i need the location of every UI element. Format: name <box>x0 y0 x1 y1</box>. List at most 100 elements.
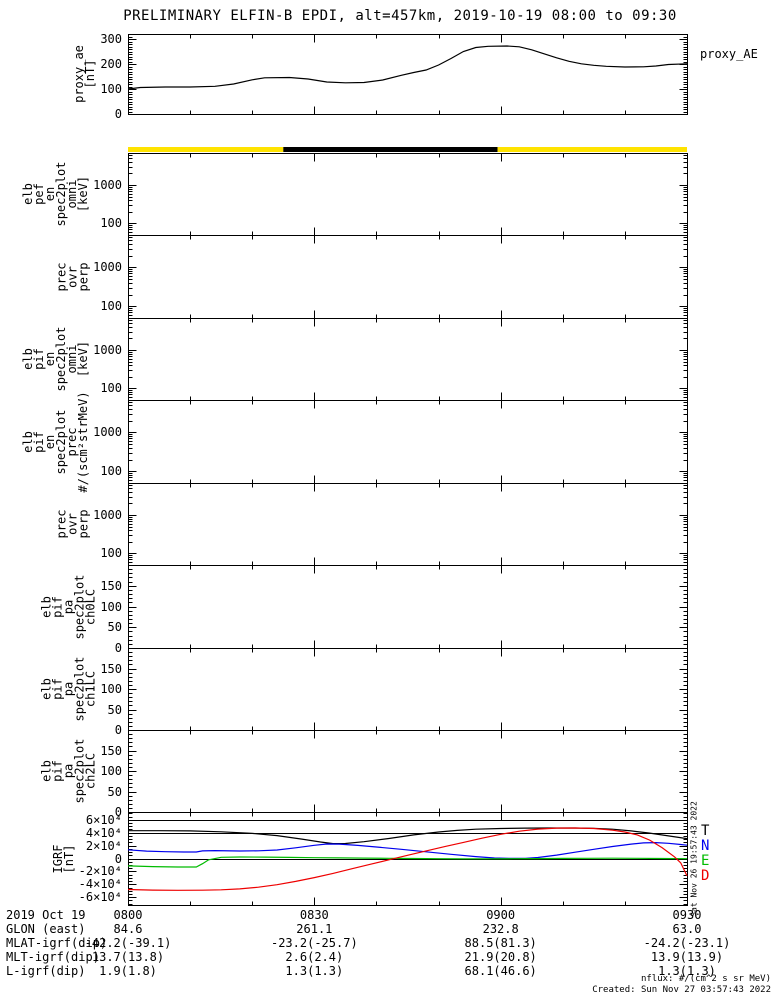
y-axis-label-text: elb pif en spec2plot prec #/(scm²strMeV) <box>21 390 91 493</box>
status-bar-segment <box>128 147 284 152</box>
var-value: 21.9(20.8) <box>464 950 537 964</box>
var-value: 0830 <box>299 908 329 922</box>
y-tick-label: 300 <box>100 32 122 46</box>
y-axis-label-elb_pif_en_spec2plot_prec: elb pif en spec2plot prec #/(scm²strMeV) <box>21 391 90 492</box>
y-axis-label-pef_prec_ovr_perp: prec ovr perp <box>54 235 91 318</box>
side-render-timestamp: Sat Nov 26 19:57:43 2022 <box>688 801 700 917</box>
var-value: 68.1(46.6) <box>464 964 537 978</box>
legend-T: T <box>701 823 710 839</box>
y-tick-label: 0 <box>114 723 122 737</box>
y-tick-label: 50 <box>107 785 122 799</box>
status-bar-segment <box>283 147 498 152</box>
y-tick-label: 6×10⁴ <box>85 813 122 827</box>
y-tick-label: 1000 <box>93 343 122 357</box>
curves-layer <box>127 45 688 891</box>
var-value: 1.3(1.3) <box>658 964 716 978</box>
panel-elb_pef_en_spec2plot_omni <box>128 153 688 236</box>
y-axis-label-elb_pif_en_spec2plot_omni: elb pif en spec2plot omni [keV] <box>21 318 91 400</box>
y-axis-label-elb_pif_pa_spec2plot_ch1LC: elb pif pa spec2plot ch1LC <box>39 648 98 730</box>
y-tick-label: 0 <box>114 107 122 121</box>
y-axis-label-text: proxy_ae [nT] <box>72 45 98 103</box>
y-tick-label: 100 <box>100 764 122 778</box>
y-axis-label-igrf: IGRF [nT] <box>51 812 76 905</box>
y-tick-label: -6×10⁴ <box>78 890 122 904</box>
panel-frame <box>128 648 688 731</box>
panel-frame <box>128 483 688 566</box>
series-igrf_E <box>127 856 688 868</box>
y-tick-label: 50 <box>107 703 122 717</box>
y-tick-label: 150 <box>100 744 122 758</box>
series-igrf_T <box>128 827 688 845</box>
y-tick-label: 100 <box>100 600 122 614</box>
y-tick-label: 1000 <box>93 508 122 522</box>
var-value: 0800 <box>113 908 143 922</box>
var-value: 1.3(1.3) <box>285 964 344 978</box>
var-value: 0900 <box>486 908 516 922</box>
y-axis-label-proxy_ae: proxy_ae [nT] <box>72 34 98 114</box>
status-bar-segment <box>497 147 687 152</box>
y-tick-label: 1000 <box>93 425 122 439</box>
series-proxy_ae <box>127 45 688 90</box>
panel-frame <box>128 235 688 319</box>
var-row-label: 2019 Oct 19 <box>6 908 86 922</box>
var-value: -23.2(-25.7) <box>270 936 358 950</box>
axes-layer <box>128 34 688 906</box>
panel-frame <box>128 153 688 236</box>
side-render-timestamp-text: Sat Nov 26 19:57:43 2022 <box>689 800 699 917</box>
footer-nflux-units: nflux: #/(cm^2 s sr MeV) <box>640 974 771 984</box>
legend-N: N <box>701 838 710 854</box>
y-tick-label: 0 <box>114 805 122 819</box>
y-axis-label-text: prec ovr perp <box>54 262 91 291</box>
y-axis-label-text: prec ovr perp <box>54 509 91 539</box>
plot-title: PRELIMINARY ELFIN-B EPDI, alt=457km, 201… <box>123 8 677 24</box>
y-tick-label: 1000 <box>93 260 122 274</box>
var-value: 0930 <box>672 908 702 922</box>
y-tick-label: 1000 <box>93 178 122 192</box>
var-value: 84.6 <box>113 922 143 936</box>
y-axis-label-text: elb pef en spec2plot omni [keV] <box>21 161 91 227</box>
y-tick-label: 50 <box>107 620 122 634</box>
panel-frame <box>128 400 688 484</box>
panel-pif_prec_ovr_perp <box>128 483 688 566</box>
y-tick-label: 150 <box>100 662 122 676</box>
var-value: 13.7(13.8) <box>91 950 165 964</box>
y-tick-label: 100 <box>100 381 122 395</box>
y-tick-label: -2×10⁴ <box>78 864 122 878</box>
y-tick-label: 4×10⁴ <box>85 826 122 840</box>
panel-elb_pif_pa_spec2plot_ch2LC <box>128 730 688 813</box>
var-row-label: MLT-igrf(dip) <box>6 950 100 964</box>
var-value: -24.2(-23.1) <box>643 936 731 950</box>
y-axis-label-text: elb pif pa spec2plot ch2LC <box>39 738 98 804</box>
y-axis-label-text: elb pif en spec2plot omni [keV] <box>21 326 91 392</box>
var-row-label: MLAT-igrf(dip) <box>6 936 108 950</box>
y-axis-label-text: elb pif pa spec2plot ch0LC <box>39 573 98 640</box>
var-row-label: GLON (east) <box>6 922 86 936</box>
var-value: 261.1 <box>296 922 333 936</box>
var-value: 232.8 <box>482 922 519 936</box>
panel-frame <box>128 34 688 115</box>
y-tick-label: 2×10⁴ <box>85 839 122 853</box>
var-value: 63.0 <box>672 922 702 936</box>
var-row-label: L-igrf(dip) <box>6 964 86 978</box>
panel-igrf <box>128 812 688 906</box>
y-tick-label: 100 <box>100 546 122 560</box>
var-value: 13.9(13.9) <box>650 950 724 964</box>
y-axis-label-text: elb pif pa spec2plot ch1LC <box>39 656 98 722</box>
panel-elb_pif_en_spec2plot_prec <box>128 400 688 484</box>
y-tick-label: 100 <box>100 464 122 478</box>
panel-elb_pif_pa_spec2plot_ch0LC <box>128 565 688 649</box>
y-tick-label: 150 <box>100 579 122 593</box>
y-tick-label: 100 <box>100 216 122 230</box>
panel-elb_pif_pa_spec2plot_ch1LC <box>128 648 688 731</box>
y-axis-label-elb_pif_pa_spec2plot_ch2LC: elb pif pa spec2plot ch2LC <box>39 730 98 812</box>
y-tick-label: 100 <box>100 82 122 96</box>
var-value: 1.9(1.8) <box>99 964 157 978</box>
y-tick-label: 200 <box>100 57 122 71</box>
proxy-ae-right-label: proxy_AE <box>700 47 758 61</box>
y-tick-label: 0 <box>114 641 122 655</box>
panel-proxy_ae <box>128 34 688 115</box>
panel-pef_prec_ovr_perp <box>128 235 688 319</box>
legend-E: E <box>701 853 710 869</box>
var-value: -42.2(-39.1) <box>84 936 172 950</box>
